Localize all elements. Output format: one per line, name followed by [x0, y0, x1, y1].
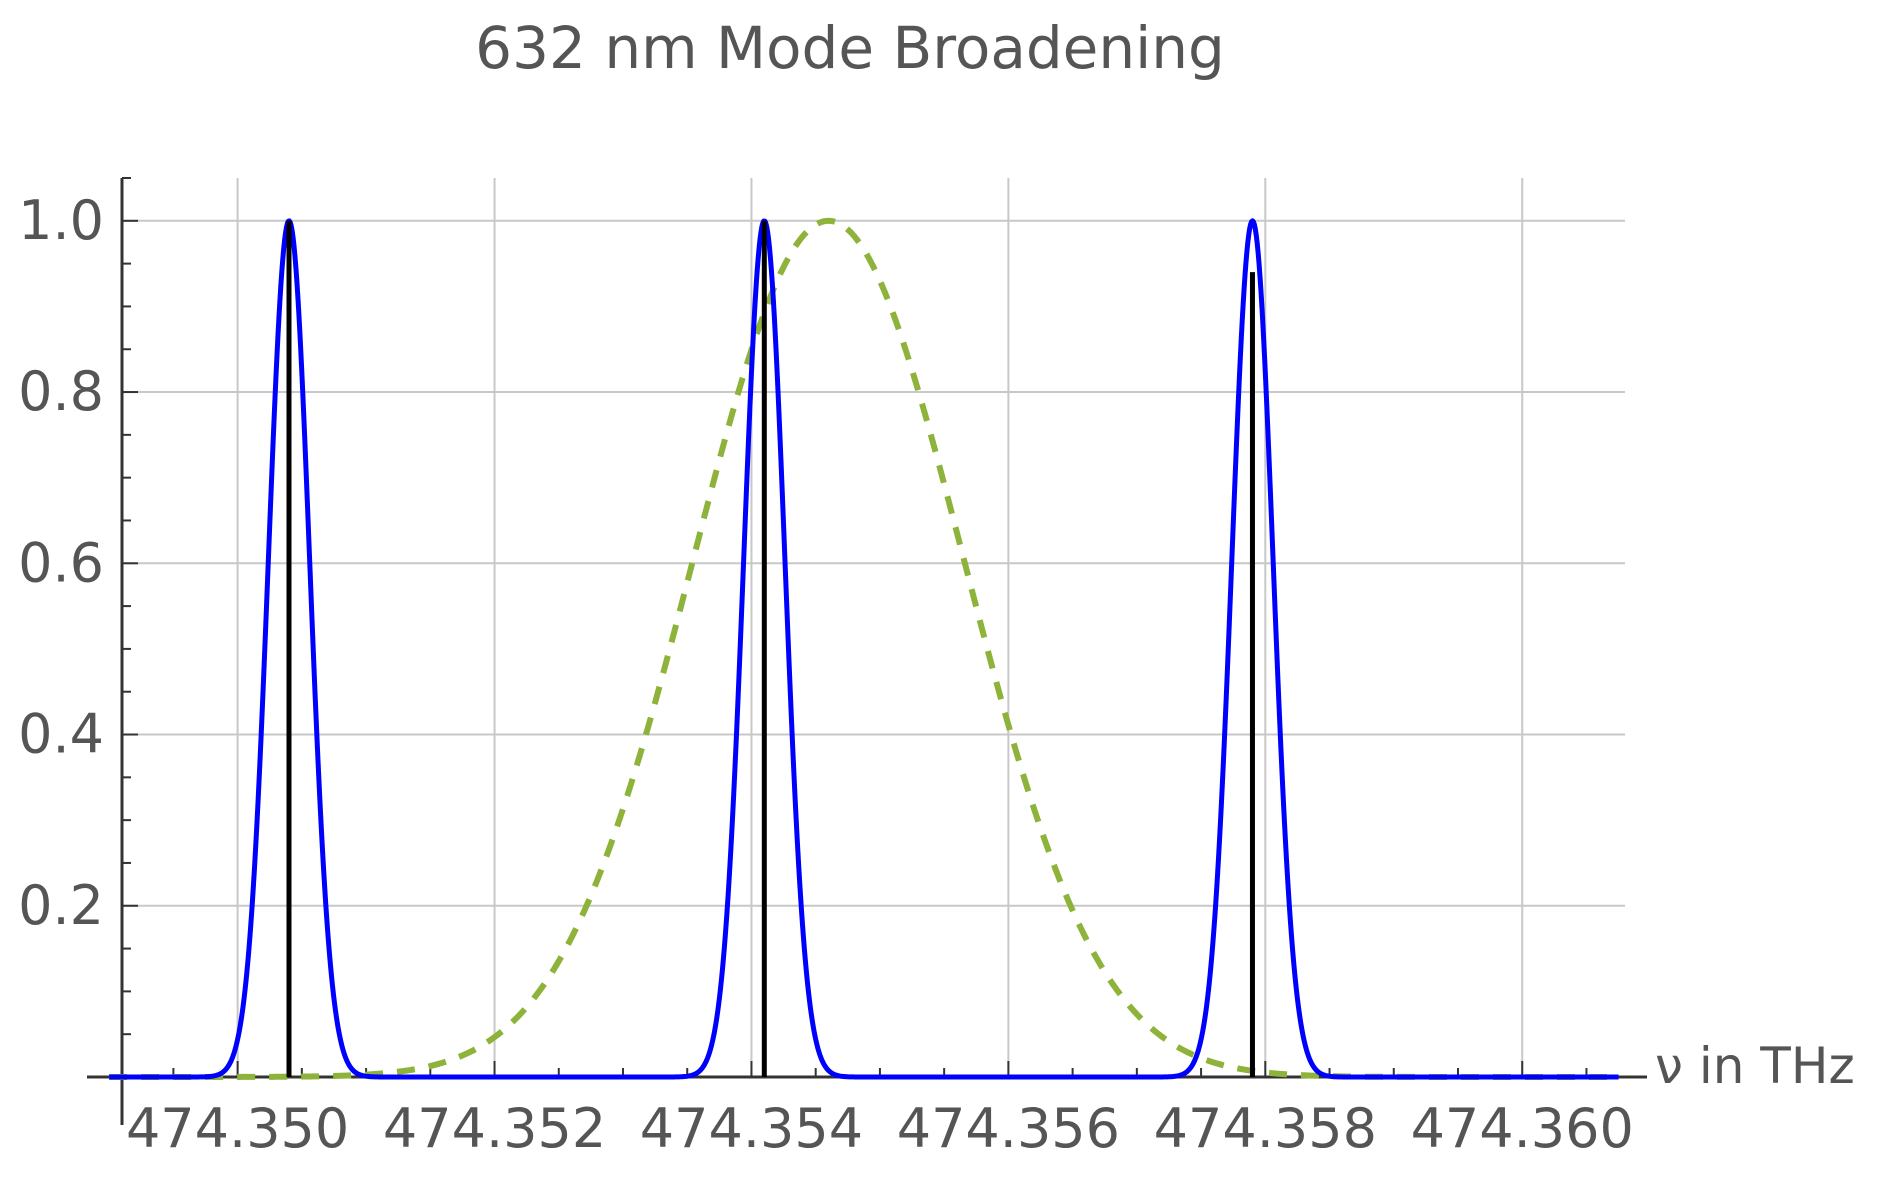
y-tick-label: 0.4 [18, 703, 104, 766]
series-layer [107, 217, 1621, 1080]
grid [122, 178, 1625, 1077]
x-tick-label: 474.360 [1411, 1097, 1634, 1160]
x-tick-label: 474.350 [126, 1097, 349, 1160]
x-tick-label: 474.352 [383, 1097, 606, 1160]
y-tick-label: 0.2 [18, 874, 104, 937]
ticks: 0.2 0.4 0.6 0.8 1.0 474.350 474.352 474.354 474.… [18, 177, 1634, 1160]
x-tick-label: 474.356 [897, 1097, 1120, 1160]
y-tick-label: 1.0 [18, 189, 104, 252]
mode-peaks-line [107, 218, 1621, 1080]
x-tick-label: 474.358 [1154, 1097, 1377, 1160]
y-tick-label: 0.8 [18, 360, 104, 423]
gain-profile-dashed-line [107, 217, 1621, 1080]
chart-title: 632 nm Mode Broadening [475, 14, 1225, 82]
x-axis-label: ν in THz [1655, 1037, 1855, 1095]
x-tick-label: 474.354 [640, 1097, 863, 1160]
y-tick-label: 0.6 [18, 531, 104, 594]
axes [87, 178, 1647, 1125]
